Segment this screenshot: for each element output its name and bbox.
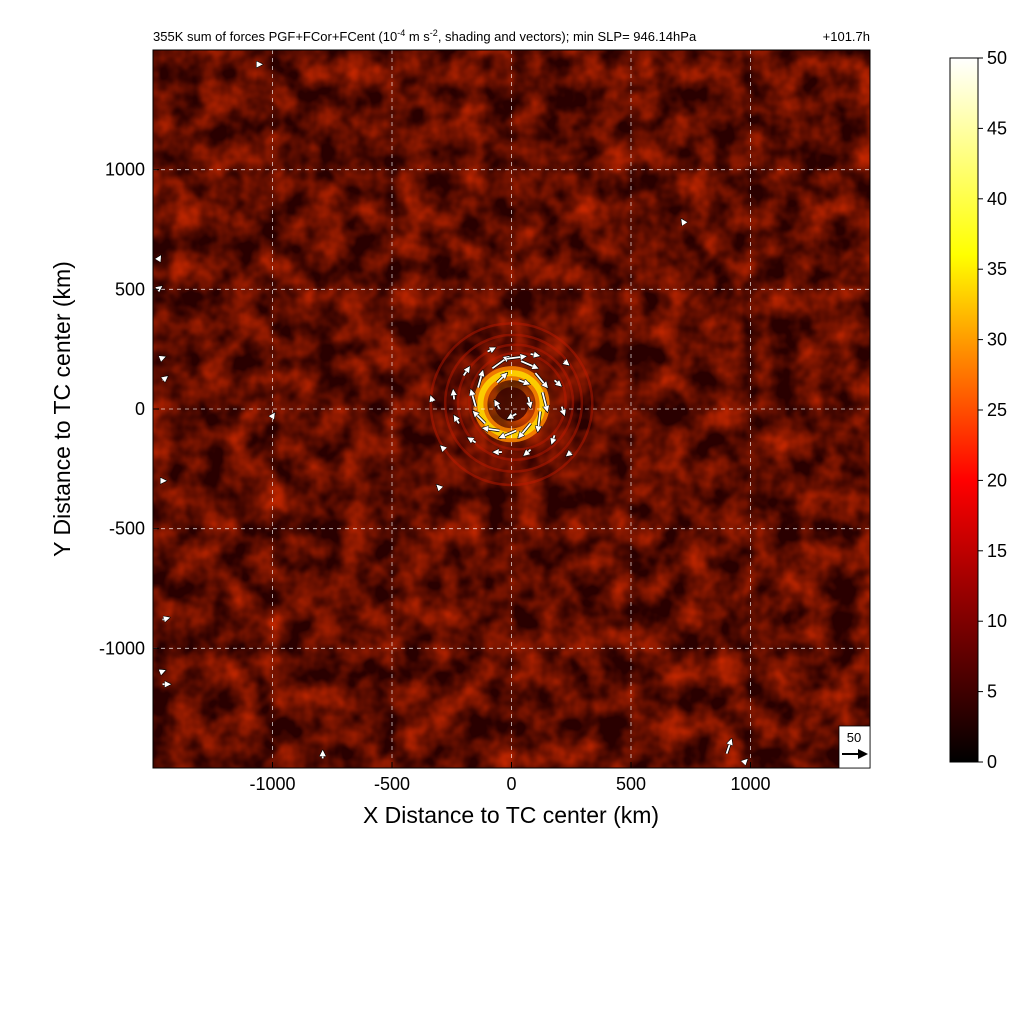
force-vector	[541, 392, 548, 411]
vector-key-label: 50	[847, 730, 861, 745]
y-tick-label: 0	[135, 399, 145, 419]
colorbar-tick-label: 30	[987, 330, 1007, 350]
colorbar-tick-label: 5	[987, 682, 997, 702]
force-vector	[564, 361, 569, 365]
force-vector	[552, 435, 555, 444]
force-vector	[471, 390, 477, 407]
y-tick-label: -1000	[99, 638, 145, 658]
force-vector	[682, 219, 684, 222]
force-vector	[160, 357, 165, 359]
force-vector	[473, 411, 486, 424]
force-vector	[519, 422, 532, 437]
force-vector	[487, 348, 496, 352]
colorbar-tick-label: 40	[987, 189, 1007, 209]
y-axis-label: Y Distance to TC center (km)	[49, 261, 75, 557]
force-vector	[743, 759, 747, 763]
force-vector	[495, 400, 500, 410]
y-tick-label: 1000	[105, 160, 145, 180]
force-vector	[162, 618, 170, 620]
y-tick-label: -500	[109, 519, 145, 539]
force-vector	[160, 670, 165, 672]
force-vector	[562, 406, 565, 416]
x-tick-label: 1000	[730, 774, 770, 794]
force-vector	[431, 396, 433, 402]
colorbar-ticks: 0 5 10 15 20 25 30 35 40 45 50	[978, 48, 1007, 772]
force-vector	[520, 360, 538, 368]
spiral-band	[468, 351, 567, 451]
colorbar-tick-label: 10	[987, 611, 1007, 631]
force-vector	[163, 376, 168, 380]
force-vector	[453, 390, 454, 400]
chart-title: 355K sum of forces PGF+FCor+FCent (10-4 …	[153, 28, 697, 44]
force-vector	[528, 396, 530, 408]
force-vector	[468, 438, 477, 443]
force-vector	[553, 380, 562, 386]
force-vector	[454, 416, 459, 424]
colorbar-tick-label: 50	[987, 48, 1007, 68]
colorbar-tick-label: 15	[987, 541, 1007, 561]
vector-key: 50	[838, 725, 871, 769]
force-vector	[534, 372, 547, 387]
force-vector	[496, 373, 507, 384]
x-tick-label: -500	[374, 774, 410, 794]
vector-key-box	[838, 725, 871, 769]
colorbar: 0 5 10 15 20 25 30 35 40 45 50	[949, 48, 1007, 772]
force-vector	[462, 367, 470, 376]
force-vector	[530, 354, 540, 356]
force-vector	[499, 429, 517, 438]
force-vector	[538, 411, 540, 431]
x-tick-label: -1000	[249, 774, 295, 794]
y-axis: -1000 -500 0 500 1000	[99, 160, 159, 658]
spiral-band	[456, 343, 575, 461]
plot-area	[153, 50, 870, 768]
force-vector	[437, 485, 440, 488]
force-vector	[441, 446, 445, 450]
force-vector	[508, 414, 517, 419]
colorbar-tick-label: 25	[987, 400, 1007, 420]
colorbar-tick-label: 20	[987, 470, 1007, 490]
force-vector	[725, 739, 732, 754]
force-vector	[518, 380, 530, 384]
colorbar-tick-label: 0	[987, 752, 997, 772]
force-vector	[158, 256, 161, 261]
force-vector	[524, 450, 532, 456]
force-vectors	[158, 64, 747, 763]
colorbar-bar	[949, 57, 979, 763]
force-vector	[491, 356, 509, 370]
force-vector	[477, 371, 483, 388]
x-axis-label: X Distance to TC center (km)	[363, 802, 659, 828]
force-vector	[273, 413, 275, 416]
time-label: +101.7h	[823, 29, 870, 44]
y-tick-label: 500	[115, 279, 145, 299]
force-vector	[566, 452, 571, 456]
colorbar-tick-label: 35	[987, 259, 1007, 279]
force-vector	[506, 356, 526, 358]
force-vector	[483, 428, 500, 430]
x-axis: -1000 -500 0 500 1000	[249, 762, 771, 794]
x-tick-label: 0	[506, 774, 516, 794]
colorbar-tick-label: 45	[987, 118, 1007, 138]
spiral-band	[443, 333, 584, 473]
x-tick-label: 500	[616, 774, 646, 794]
